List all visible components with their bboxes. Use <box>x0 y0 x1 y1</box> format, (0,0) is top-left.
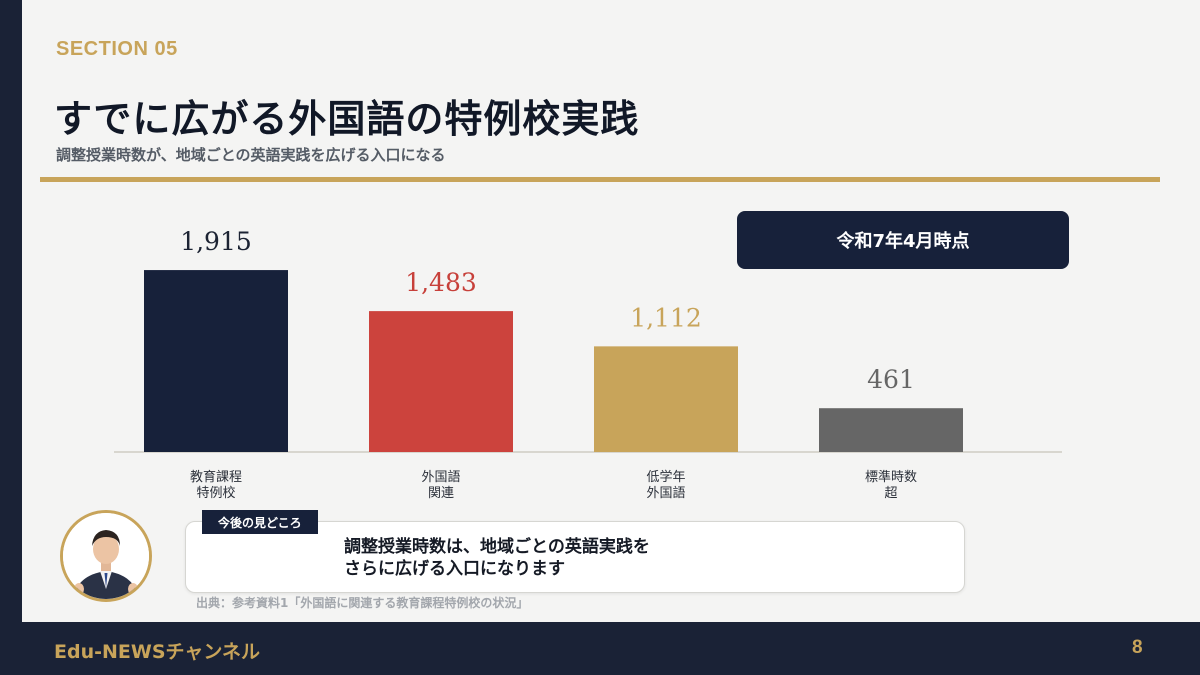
note-line-1: 調整授業時数は、地域ごとの英語実践を <box>344 537 650 557</box>
category-label-4-line-1: 標準時数 <box>865 469 917 485</box>
presenter-avatar <box>60 510 152 602</box>
value-label-4: 461 <box>867 365 915 394</box>
source-note: 出典：参考資料1「外国語に関連する教育課程特例校の状況」 <box>196 596 529 610</box>
title-divider <box>40 177 1160 182</box>
bar-1 <box>144 270 288 452</box>
bar-chart: 1,915教育課程特例校1,483外国語関連1,112低学年外国語461標準時数… <box>114 227 1062 501</box>
note-text: 調整授業時数は、地域ごとの英語実践を さらに広げる入口になります <box>344 536 650 580</box>
category-label-4-line-2: 超 <box>884 486 897 501</box>
bar-3 <box>594 346 738 452</box>
value-label-3: 1,112 <box>630 303 702 332</box>
category-label-1-line-2: 特例校 <box>196 485 235 501</box>
value-label-1: 1,915 <box>180 227 252 256</box>
category-label-1-line-1: 教育課程 <box>190 469 242 485</box>
page-subtitle: 調整授業時数が、地域ごとの英語実践を広げる入口になる <box>56 146 446 164</box>
page-title: すでに広がる外国語の特例校実践 <box>54 97 640 141</box>
category-label-3-line-2: 外国語 <box>646 485 685 501</box>
note-tag: 今後の見どころ <box>202 510 318 534</box>
note-line-2: さらに広げる入口になります <box>344 559 565 579</box>
bar-2 <box>369 311 513 452</box>
section-label: SECTION 05 <box>56 38 178 60</box>
category-label-3-line-1: 低学年 <box>646 469 685 485</box>
value-label-2: 1,483 <box>405 268 477 297</box>
slide: SECTION 05 すでに広がる外国語の特例校実践 調整授業時数が、地域ごとの… <box>22 0 1200 622</box>
category-label-2-line-1: 外国語 <box>421 469 460 485</box>
page-number: 8 <box>1132 637 1143 658</box>
presenter-illustration-icon <box>63 513 149 599</box>
bar-4 <box>819 408 963 452</box>
footer-brand: Edu-NEWSチャンネル <box>54 641 260 663</box>
category-label-2-line-2: 関連 <box>428 486 454 501</box>
date-badge: 令和7年4月時点 <box>737 211 1069 269</box>
